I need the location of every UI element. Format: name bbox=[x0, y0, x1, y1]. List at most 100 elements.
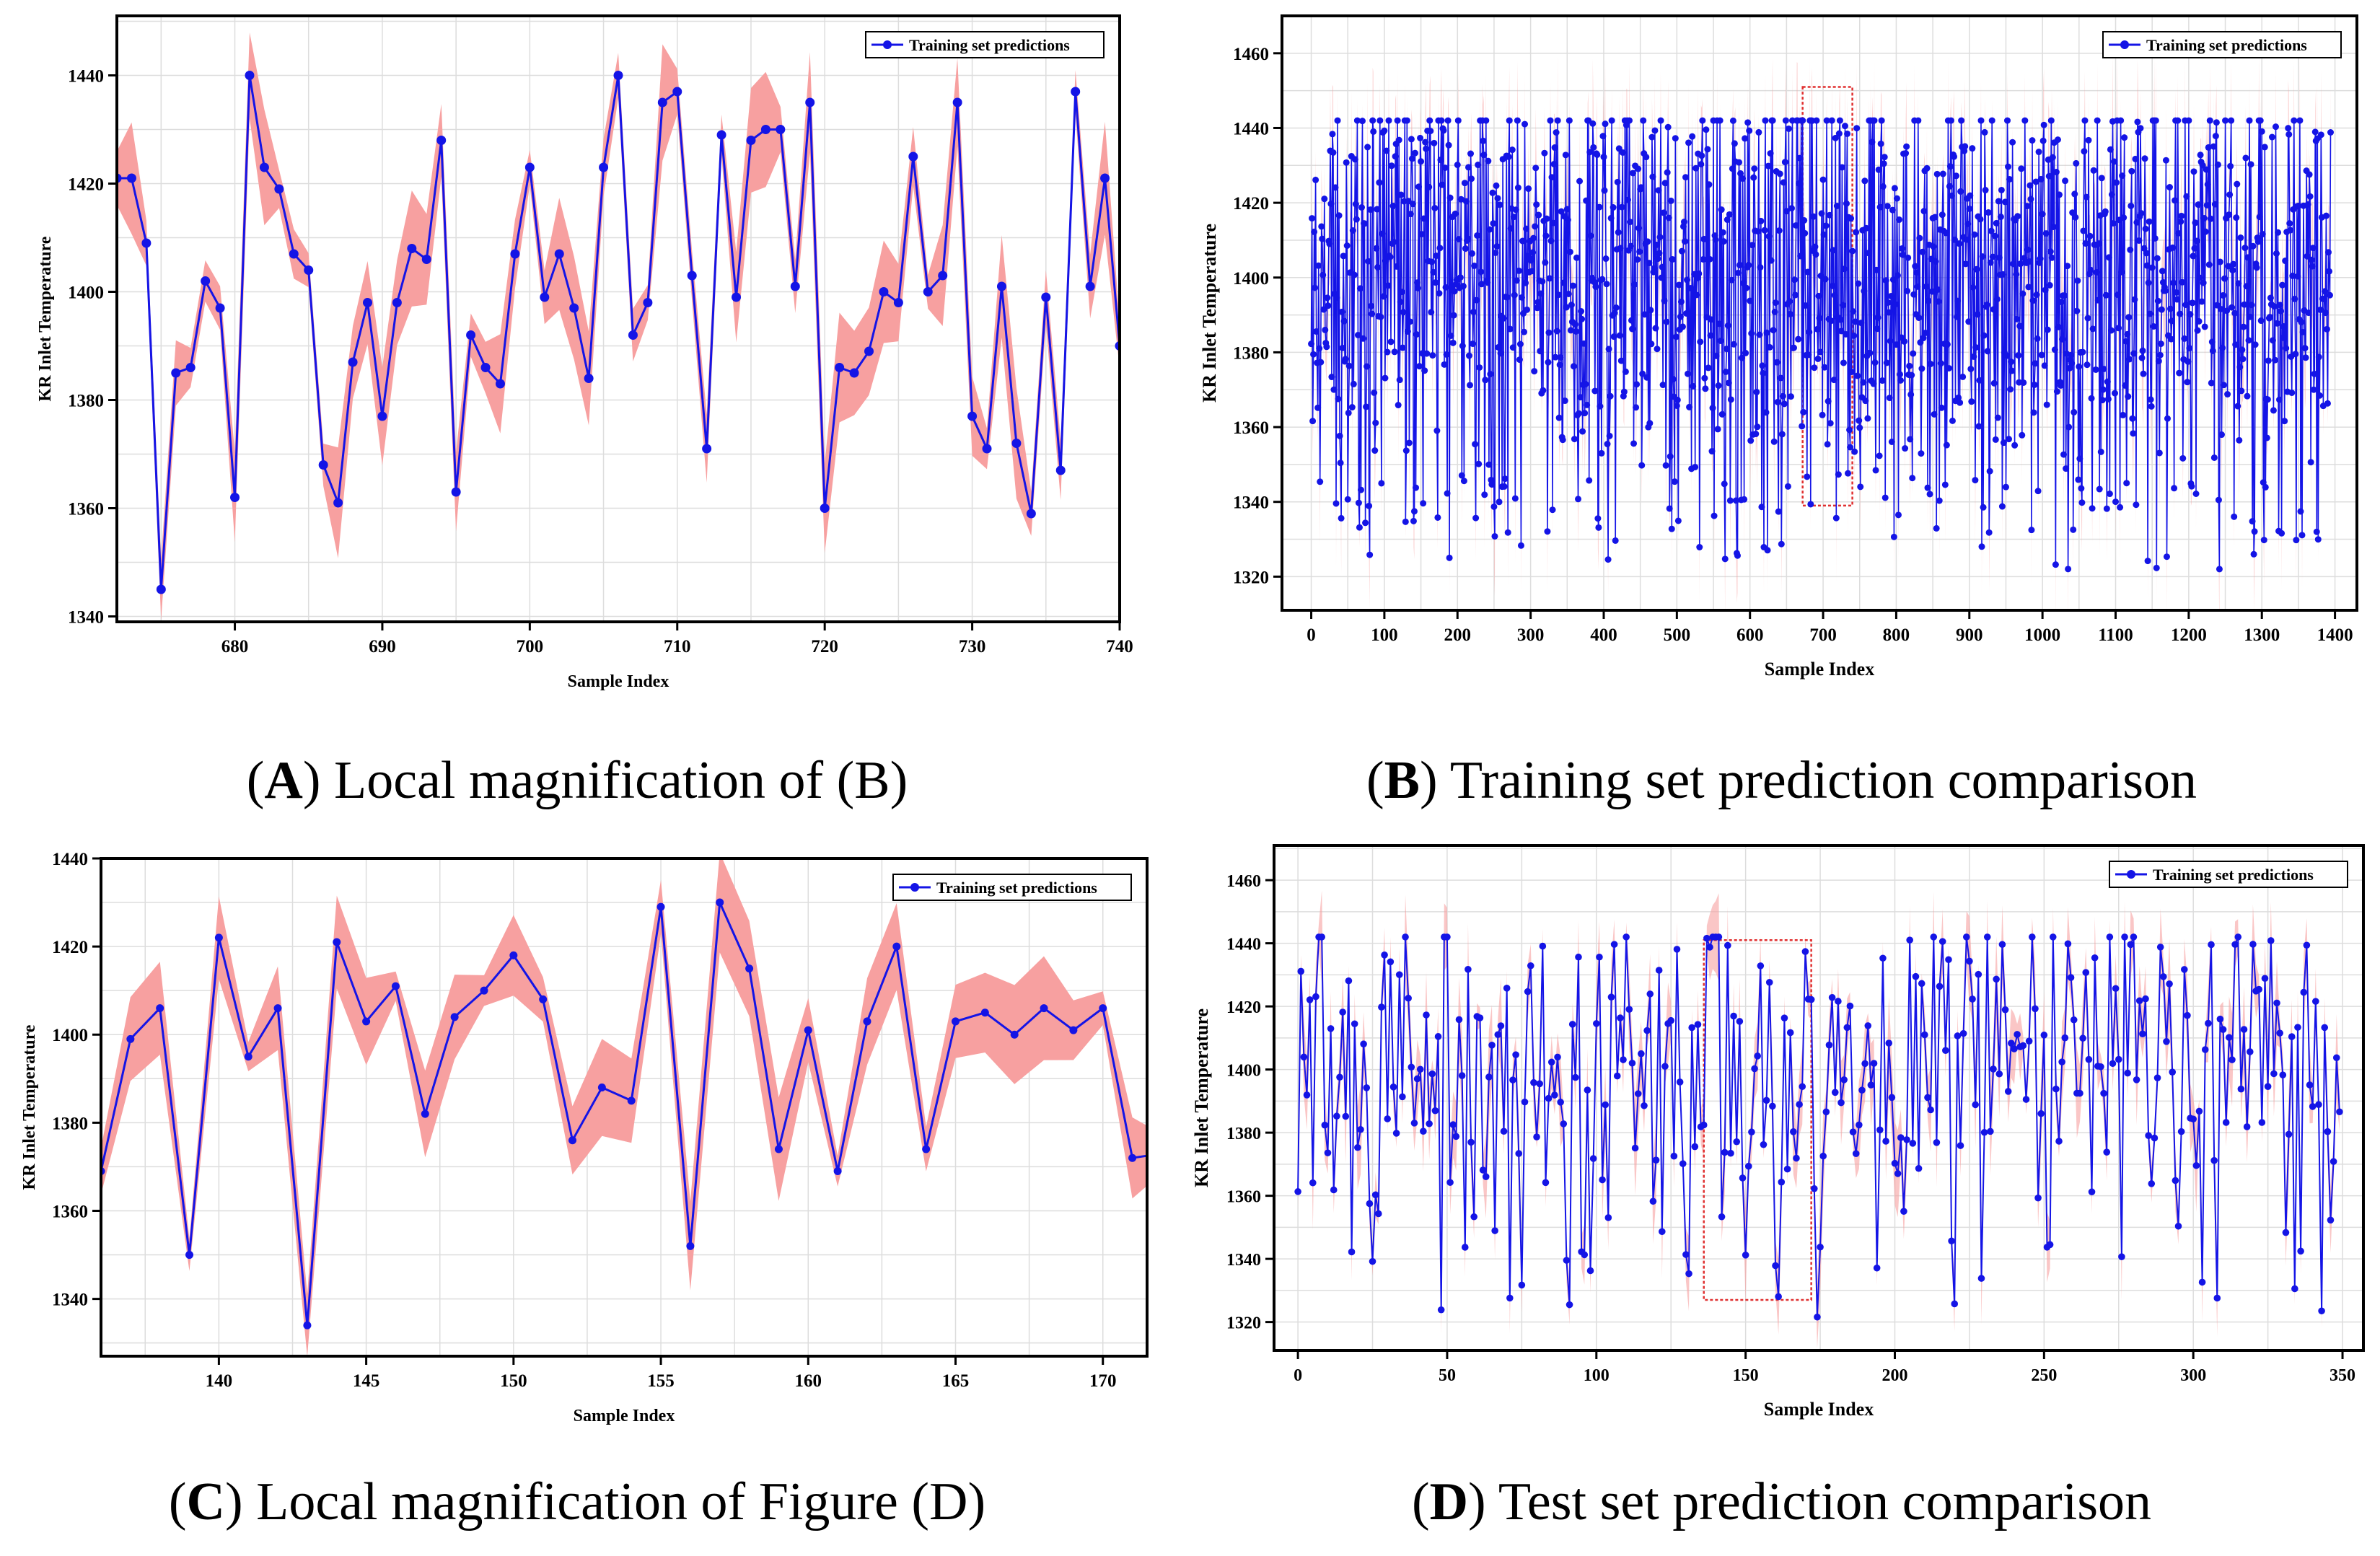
data-point bbox=[2006, 175, 2014, 183]
data-point bbox=[2172, 1177, 2179, 1184]
data-point bbox=[1732, 497, 1739, 504]
data-point bbox=[1548, 174, 1555, 181]
data-point bbox=[126, 173, 136, 183]
data-point bbox=[1832, 134, 1839, 141]
data-point bbox=[1356, 285, 1364, 292]
data-point bbox=[1830, 377, 1837, 384]
data-point bbox=[1368, 302, 1375, 309]
data-point bbox=[2237, 1085, 2245, 1093]
data-point bbox=[2266, 313, 2273, 320]
data-point bbox=[156, 584, 166, 594]
data-point bbox=[2198, 298, 2205, 305]
data-point bbox=[2039, 137, 2047, 144]
data-point bbox=[1876, 452, 1883, 460]
data-point bbox=[1308, 340, 1315, 348]
data-point bbox=[1715, 382, 1722, 390]
data-point bbox=[1765, 978, 1773, 986]
data-point bbox=[2191, 245, 2198, 252]
data-point bbox=[1830, 247, 1837, 254]
data-point bbox=[1542, 232, 1550, 239]
data-point bbox=[1829, 282, 1836, 289]
data-point bbox=[1378, 480, 1385, 487]
data-point bbox=[2060, 451, 2068, 458]
data-point bbox=[2184, 379, 2191, 386]
data-point bbox=[2243, 1123, 2251, 1130]
data-point bbox=[1673, 946, 1681, 953]
data-point bbox=[2166, 184, 2174, 191]
data-point bbox=[2130, 933, 2138, 941]
data-point bbox=[1345, 409, 1352, 416]
data-point bbox=[1643, 1027, 1651, 1034]
data-point bbox=[1381, 127, 1388, 134]
data-point bbox=[1791, 344, 1798, 351]
data-point bbox=[2304, 201, 2311, 208]
y-axis-label: KR Inlet Temperature bbox=[20, 1024, 39, 1190]
data-point bbox=[2055, 323, 2062, 330]
data-point bbox=[1306, 996, 1314, 1003]
data-point bbox=[1948, 1237, 1955, 1245]
data-point bbox=[1957, 1142, 1964, 1149]
data-point bbox=[2193, 237, 2200, 245]
data-point bbox=[1429, 352, 1436, 359]
data-point bbox=[1718, 1213, 1726, 1221]
data-point bbox=[1712, 236, 1719, 243]
data-point bbox=[1924, 484, 1931, 491]
data-point bbox=[1766, 343, 1773, 351]
y-tick-label: 1440 bbox=[1233, 119, 1269, 139]
data-point bbox=[1770, 438, 1778, 445]
data-point bbox=[1876, 1126, 1884, 1134]
data-point bbox=[2213, 1294, 2221, 1302]
data-point bbox=[1444, 490, 1451, 497]
data-point bbox=[1602, 255, 1610, 263]
data-point bbox=[1983, 302, 1990, 309]
data-point bbox=[1510, 214, 1517, 221]
data-point bbox=[1488, 1041, 1496, 1049]
data-point bbox=[1584, 401, 1591, 408]
data-point bbox=[1698, 152, 1705, 159]
data-point bbox=[1434, 1033, 1442, 1040]
data-point bbox=[1524, 988, 1532, 995]
data-point bbox=[2157, 340, 2164, 348]
data-point bbox=[1604, 1214, 1612, 1221]
data-point bbox=[1799, 117, 1806, 124]
data-point bbox=[1312, 176, 1319, 183]
data-point bbox=[1353, 117, 1361, 124]
data-point bbox=[1387, 958, 1395, 966]
data-point bbox=[2103, 505, 2110, 512]
data-point bbox=[1451, 288, 1458, 295]
data-point bbox=[2006, 436, 2013, 443]
data-point bbox=[2256, 214, 2263, 221]
data-point bbox=[1373, 245, 1380, 252]
data-point bbox=[1990, 1065, 1997, 1073]
data-point bbox=[1791, 276, 1799, 283]
data-point bbox=[1744, 1162, 1752, 1170]
data-point bbox=[1700, 256, 1707, 263]
data-point bbox=[1676, 1078, 1684, 1086]
data-point bbox=[2239, 346, 2246, 353]
y-tick-label: 1360 bbox=[68, 500, 104, 519]
data-point bbox=[2298, 319, 2305, 326]
data-point bbox=[2030, 409, 2037, 416]
data-point bbox=[1734, 552, 1741, 559]
data-point bbox=[1587, 232, 1594, 239]
data-point bbox=[2163, 553, 2170, 561]
data-point bbox=[1871, 359, 1879, 366]
data-point bbox=[2250, 550, 2257, 558]
data-point bbox=[2306, 193, 2314, 200]
data-point bbox=[1721, 480, 1728, 488]
data-point bbox=[1644, 238, 1651, 245]
data-point bbox=[1371, 447, 1379, 454]
data-point bbox=[230, 493, 240, 502]
data-point bbox=[1904, 287, 1911, 294]
data-point bbox=[1415, 285, 1422, 292]
data-point bbox=[392, 298, 402, 307]
data-point bbox=[1534, 304, 1541, 312]
data-point bbox=[2145, 1132, 2152, 1139]
data-point bbox=[1725, 379, 1732, 387]
data-point bbox=[687, 271, 697, 281]
data-point bbox=[1652, 1156, 1660, 1164]
data-point bbox=[1395, 971, 1403, 978]
data-point bbox=[2163, 1037, 2170, 1045]
data-point bbox=[1688, 1024, 1695, 1032]
data-point bbox=[1576, 410, 1583, 417]
